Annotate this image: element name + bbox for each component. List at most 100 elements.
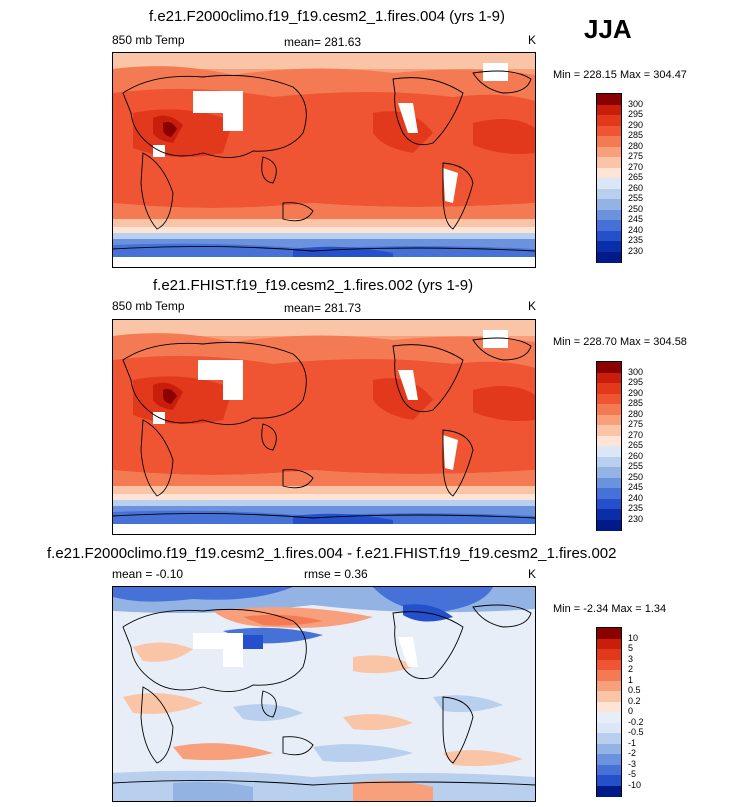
panel-3-center-label: rmse = 0.36: [304, 567, 368, 581]
colorbar-tick-label: -10: [628, 779, 642, 790]
colorbar-swatch: [597, 743, 621, 755]
colorbar-tick-label: 235: [628, 503, 644, 513]
colorbar-tick-label: 245: [628, 214, 644, 224]
colorbar-swatch: [597, 722, 621, 734]
colorbar-tick-label: 280: [628, 408, 644, 419]
colorbar-tick-label: 250: [628, 203, 644, 214]
colorbar-tick-label: 235: [628, 235, 644, 245]
colorbar-swatch: [597, 488, 621, 499]
colorbar-swatch: [597, 659, 621, 671]
colorbar-tick-label: 265: [628, 440, 644, 450]
panel-2-title: f.e21.FHIST.f19_f19.cesm2_1.fires.002 (y…: [153, 277, 474, 294]
colorbar-tick-label: 245: [628, 482, 644, 492]
colorbar-swatch: [597, 733, 621, 744]
colorbar-tick-label: 0: [628, 706, 634, 716]
colorbar-swatch: [597, 362, 621, 373]
colorbar-swatch: [597, 435, 621, 447]
colorbar-tick-label: 10: [628, 632, 639, 643]
colorbar-swatch: [597, 498, 621, 510]
colorbar-tick-label: 285: [628, 398, 644, 408]
colorbar-swatch: [597, 467, 621, 478]
colorbar-swatch: [597, 178, 621, 189]
colorbar-tick-label: 3: [628, 653, 634, 664]
colorbar-tick-label: 275: [628, 151, 644, 161]
colorbar-swatch: [597, 712, 621, 723]
panel-2-colorbar: 300 295 290 285 280 275 270 265 260 255 250 245 240 2…: [596, 361, 643, 531]
colorbar-tick-label: 290: [628, 387, 644, 398]
panel-2-center-label: mean= 281.73: [284, 301, 362, 315]
colorbar-tick-label: 230: [628, 245, 644, 256]
colorbar-swatch: [597, 701, 621, 713]
colorbar-swatch: [597, 754, 621, 765]
panel-1-minmax: Min = 228.15 Max = 304.47: [553, 69, 687, 81]
colorbar-swatch: [597, 157, 621, 168]
colorbar-tick-label: -0.2: [628, 716, 644, 727]
colorbar-swatch: [597, 446, 621, 457]
colorbar-swatch: [597, 115, 621, 126]
colorbar-swatch: [597, 456, 621, 468]
panel-3-title: f.e21.F2000climo.f19_f19.cesm2_1.fires.0…: [47, 545, 617, 562]
panel-1-left-label: 850 mb Temp: [112, 33, 185, 47]
colorbar-swatch: [597, 519, 621, 531]
colorbar-swatch: [597, 691, 621, 702]
colorbar-swatch: [597, 199, 621, 210]
colorbar-tick-label: 255: [628, 193, 644, 203]
colorbar-tick-label: 255: [628, 461, 644, 471]
colorbar-swatch: [597, 670, 621, 681]
panel-3-map: [112, 586, 536, 802]
panel-3-left-label: mean = -0.10: [112, 567, 184, 581]
season-label: JJA: [584, 14, 632, 44]
panel-2-map: [112, 319, 536, 535]
panel-1-title: f.e21.F2000climo.f19_f19.cesm2_1.fires.0…: [149, 8, 506, 25]
panel-1-center-label: mean= 281.63: [284, 35, 362, 49]
colorbar-swatch: [597, 477, 621, 489]
colorbar-swatch: [597, 167, 621, 179]
colorbar-swatch: [597, 785, 621, 797]
colorbar-tick-label: 240: [628, 492, 644, 503]
colorbar-tick-label: 5: [628, 643, 634, 653]
colorbar-swatch: [597, 220, 621, 231]
colorbar-swatch: [597, 404, 621, 415]
colorbar-tick-label: 230: [628, 513, 644, 524]
colorbar-swatch: [597, 680, 621, 692]
colorbar-tick-label: 260: [628, 182, 644, 193]
colorbar-swatch: [597, 383, 621, 394]
colorbar-swatch: [597, 104, 621, 116]
colorbar-swatch: [597, 393, 621, 405]
colorbar-tick-label: 300: [628, 98, 644, 109]
colorbar-tick-label: 270: [628, 429, 644, 440]
colorbar-tick-label: 280: [628, 140, 644, 151]
colorbar-tick-label: -2: [628, 748, 637, 758]
panel-3-units: K: [528, 567, 537, 581]
colorbar-tick-label: 260: [628, 450, 644, 461]
colorbar-tick-label: 285: [628, 130, 644, 140]
colorbar-swatch: [597, 372, 621, 384]
panel-2-units: K: [528, 299, 537, 313]
panel-1-map: [112, 52, 536, 268]
colorbar-swatch: [597, 125, 621, 137]
colorbar-swatch: [597, 209, 621, 221]
colorbar-swatch: [597, 509, 621, 520]
colorbar-tick-label: 0.2: [628, 695, 641, 706]
colorbar-swatch: [597, 94, 621, 105]
colorbar-tick-label: 0.5: [628, 685, 641, 695]
colorbar-tick-label: 2: [628, 664, 634, 674]
colorbar-swatch: [597, 188, 621, 200]
colorbar-tick-label: 250: [628, 471, 644, 482]
colorbar-swatch: [597, 425, 621, 436]
colorbar-swatch: [597, 241, 621, 252]
colorbar-tick-label: 290: [628, 119, 644, 130]
colorbar-tick-label: 295: [628, 377, 644, 387]
colorbar-tick-label: -5: [628, 769, 637, 779]
panel-2-left-label: 850 mb Temp: [112, 299, 185, 313]
colorbar-swatch: [597, 251, 621, 263]
colorbar-tick-label: 270: [628, 161, 644, 172]
colorbar-swatch: [597, 136, 621, 147]
panel-3-minmax: Min = -2.34 Max = 1.34: [553, 603, 667, 615]
panel-1-colorbar: 300 295 290 285 280 275 270 265 260 255 250 245 240 2…: [596, 93, 643, 263]
colorbar-tick-label: 275: [628, 419, 644, 429]
colorbar-swatch: [597, 628, 621, 639]
colorbar-tick-label: 300: [628, 366, 644, 377]
colorbar-tick-label: -0.5: [628, 727, 644, 737]
colorbar-swatch: [597, 775, 621, 786]
